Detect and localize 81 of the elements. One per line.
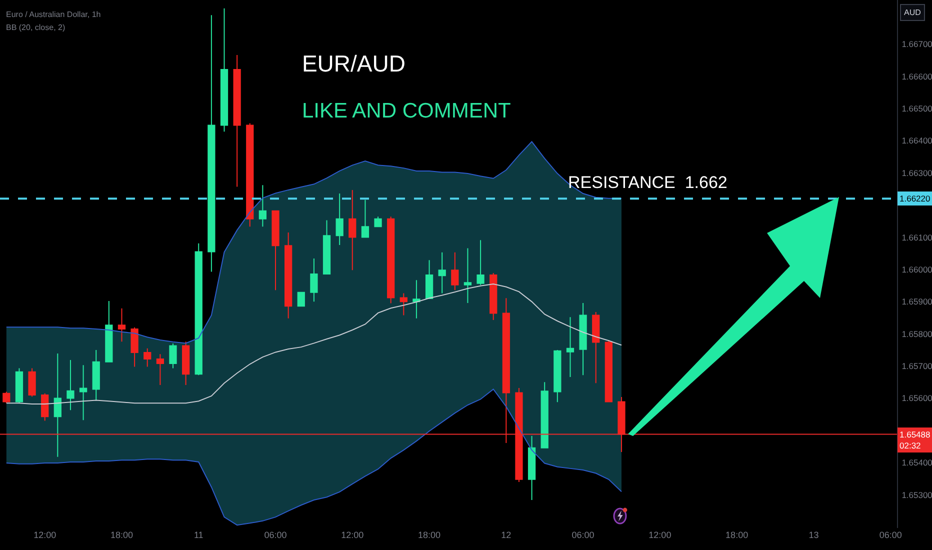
candlestick xyxy=(258,184,267,228)
candlestick xyxy=(220,8,228,132)
candlestick xyxy=(2,391,10,404)
y-tick-label: 1.66600 xyxy=(902,71,932,82)
x-tick-label: 11 xyxy=(194,530,204,540)
y-tick-label: 1.65900 xyxy=(902,296,932,307)
candlestick xyxy=(310,258,318,302)
x-tick-label: 06:00 xyxy=(879,530,902,540)
candlestick xyxy=(476,240,484,286)
candlestick xyxy=(438,252,446,294)
x-tick-label: 12:00 xyxy=(34,530,56,540)
candlestick xyxy=(66,359,74,411)
candlestick xyxy=(579,302,587,376)
x-tick-label: 06:00 xyxy=(264,530,287,540)
candlestick xyxy=(144,348,152,368)
candlestick xyxy=(348,189,356,271)
candlestick xyxy=(118,308,126,342)
y-tick-label: 1.66500 xyxy=(902,103,932,114)
candlestick xyxy=(28,368,36,398)
candlestick xyxy=(374,216,382,228)
y-tick-label: 1.65300 xyxy=(902,490,932,500)
ref-line-label: 1.65488 02:32 xyxy=(900,430,930,451)
candlestick xyxy=(156,354,164,386)
candlestick xyxy=(92,349,100,401)
candlestick xyxy=(490,272,498,321)
candlestick xyxy=(566,316,574,378)
y-tick-label: 1.66700 xyxy=(902,39,932,50)
ref-line-label: 1.66220 xyxy=(900,194,930,204)
y-tick-label: 1.66300 xyxy=(902,168,932,178)
x-tick-label: 13 xyxy=(808,530,819,540)
candlestick xyxy=(336,192,344,246)
candlestick xyxy=(41,392,49,422)
annotation: BB (20, close, 2) xyxy=(6,23,66,32)
x-tick-label: 18:00 xyxy=(726,530,748,540)
x-tick-label: 06:00 xyxy=(572,530,594,540)
candlestick xyxy=(592,311,600,384)
candlestick xyxy=(387,216,395,304)
candlestick xyxy=(182,341,190,386)
candlestick xyxy=(233,54,241,188)
candlestick xyxy=(297,292,305,307)
y-tick-label: 1.65600 xyxy=(902,393,932,404)
candlestick xyxy=(425,260,434,299)
line-series xyxy=(6,283,622,405)
candlestick xyxy=(105,300,113,362)
candlestick xyxy=(15,368,24,404)
candlestick xyxy=(412,280,420,319)
candlestick xyxy=(400,292,408,316)
candlestick xyxy=(322,220,331,274)
text: EUR/AUD xyxy=(302,50,406,76)
candlestick xyxy=(272,210,280,291)
candlestick xyxy=(79,364,88,421)
y-tick-label: 1.66400 xyxy=(902,136,932,146)
annotation: Euro / Australian Dollar, 1h xyxy=(6,10,101,19)
candlestick xyxy=(208,14,216,272)
candlestick xyxy=(361,199,370,238)
candlestick xyxy=(464,248,472,304)
y-tick-label: 1.66100 xyxy=(902,232,932,242)
candlestick xyxy=(528,435,536,500)
y-axis-title: AUD xyxy=(904,8,922,17)
candlestick xyxy=(169,343,177,369)
candlestick xyxy=(284,232,292,319)
y-tick-label: 1.66000 xyxy=(902,264,932,274)
x-tick-label: 12:00 xyxy=(648,530,672,540)
y-tick-label: 1.65400 xyxy=(902,458,932,468)
line-series xyxy=(6,388,622,526)
candlestick xyxy=(554,349,562,403)
x-tick-label: 18:00 xyxy=(418,530,441,540)
candlestick xyxy=(451,252,459,291)
x-tick-label: 12:00 xyxy=(341,530,364,540)
x-tick-label: 12 xyxy=(501,530,512,540)
y-tick-label: 1.65800 xyxy=(902,328,932,339)
annotation: RESISTANCE 1.662 xyxy=(568,173,728,192)
candlestick xyxy=(246,122,254,228)
candlestick xyxy=(194,242,202,376)
candlestick xyxy=(130,326,138,368)
x-tick-label: 18:00 xyxy=(110,530,134,540)
candlestick xyxy=(54,353,62,458)
candlestick xyxy=(540,382,548,449)
text: LIKE AND COMMENT xyxy=(302,99,511,122)
candlestick xyxy=(604,339,612,403)
y-tick-label: 1.65700 xyxy=(902,361,932,372)
